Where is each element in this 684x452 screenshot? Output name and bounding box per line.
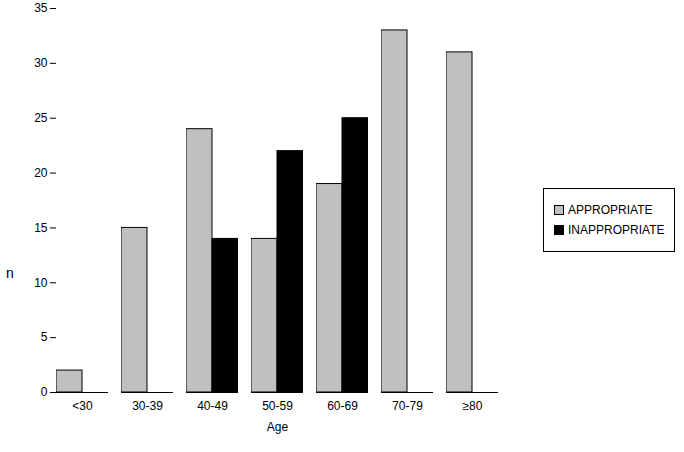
svg-text:40-49: 40-49 — [197, 399, 228, 413]
svg-text:25: 25 — [34, 111, 48, 125]
svg-text:30-39: 30-39 — [132, 399, 163, 413]
svg-text:60-69: 60-69 — [327, 399, 358, 413]
svg-text:Age: Age — [267, 420, 289, 434]
html-text:INAPPROPRIATE: INAPPROPRIATE — [568, 223, 665, 237]
html-text:n: n — [6, 265, 14, 282]
svg-text:10: 10 — [34, 276, 48, 290]
svg-text:70-79: 70-79 — [392, 399, 423, 413]
svg-text:50-59: 50-59 — [262, 399, 293, 413]
svg-text:30: 30 — [34, 56, 48, 70]
svg-text:15: 15 — [34, 221, 48, 235]
svg-text:<30: <30 — [72, 399, 93, 413]
svg-text:0: 0 — [41, 385, 48, 399]
svg-text:5: 5 — [41, 330, 48, 344]
html-text:APPROPRIATE: APPROPRIATE — [568, 203, 653, 217]
svg-text:35: 35 — [34, 1, 48, 15]
svg-text:≥80: ≥80 — [463, 399, 483, 413]
svg-text:20: 20 — [34, 166, 48, 180]
